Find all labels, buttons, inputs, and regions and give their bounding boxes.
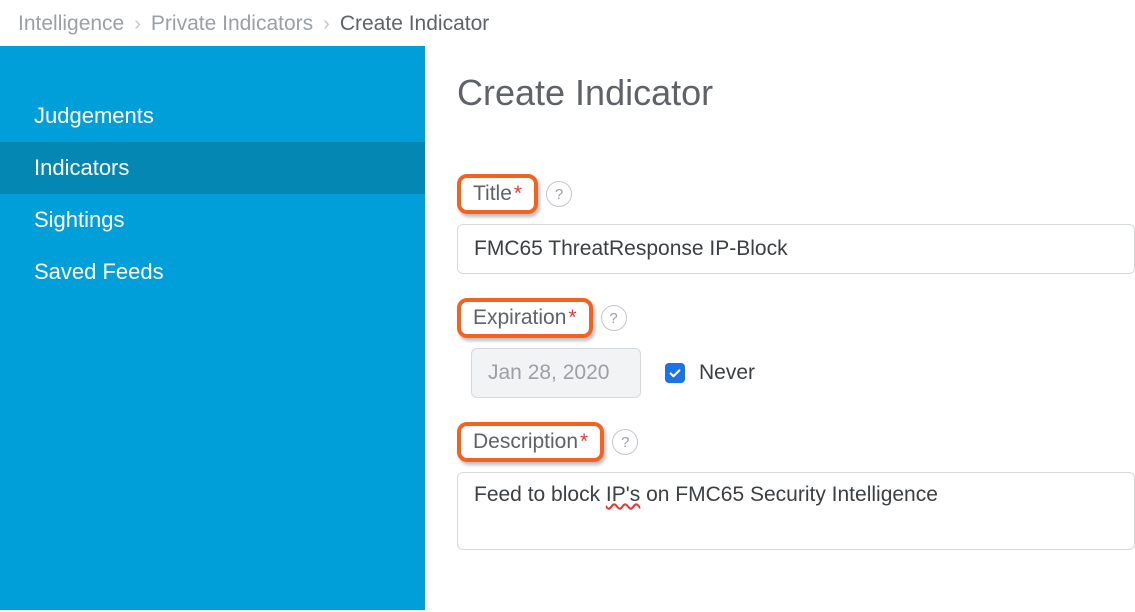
never-label: Never [699, 361, 755, 385]
never-checkbox[interactable] [665, 363, 685, 383]
expiration-date-input [471, 348, 641, 398]
breadcrumb-item[interactable]: Intelligence [18, 12, 124, 36]
sidebar-item-saved-feeds[interactable]: Saved Feeds [0, 246, 425, 298]
description-label: Description* [457, 422, 604, 462]
check-icon [668, 366, 682, 380]
sidebar: Judgements Indicators Sightings Saved Fe… [0, 46, 425, 610]
help-icon[interactable]: ? [601, 305, 627, 331]
sidebar-item-indicators[interactable]: Indicators [0, 142, 425, 194]
form-group-expiration: Expiration* ? Never [457, 298, 1135, 398]
required-star: * [514, 182, 522, 206]
help-icon[interactable]: ? [612, 429, 638, 455]
help-icon[interactable]: ? [546, 181, 572, 207]
page-title: Create Indicator [457, 72, 1135, 114]
chevron-right-icon: › [134, 13, 141, 36]
title-label: Title* [457, 174, 538, 214]
required-star: * [568, 306, 576, 330]
form-group-title: Title* ? [457, 174, 1135, 274]
breadcrumb-item-current: Create Indicator [340, 12, 489, 36]
breadcrumb-item[interactable]: Private Indicators [151, 12, 313, 36]
form-group-description: Description* ? Feed to block IP's on FMC… [457, 422, 1135, 550]
expiration-label: Expiration* [457, 298, 593, 338]
description-input[interactable]: Feed to block IP's on FMC65 Security Int… [457, 472, 1135, 550]
required-star: * [580, 430, 588, 454]
title-input[interactable] [457, 224, 1135, 274]
breadcrumb: Intelligence › Private Indicators › Crea… [0, 0, 1135, 46]
sidebar-item-judgements[interactable]: Judgements [0, 90, 425, 142]
main-content: Create Indicator Title* ? Expiration* ? [425, 46, 1135, 610]
spellcheck-word: IP's [606, 483, 640, 506]
chevron-right-icon: › [323, 13, 330, 36]
sidebar-item-sightings[interactable]: Sightings [0, 194, 425, 246]
